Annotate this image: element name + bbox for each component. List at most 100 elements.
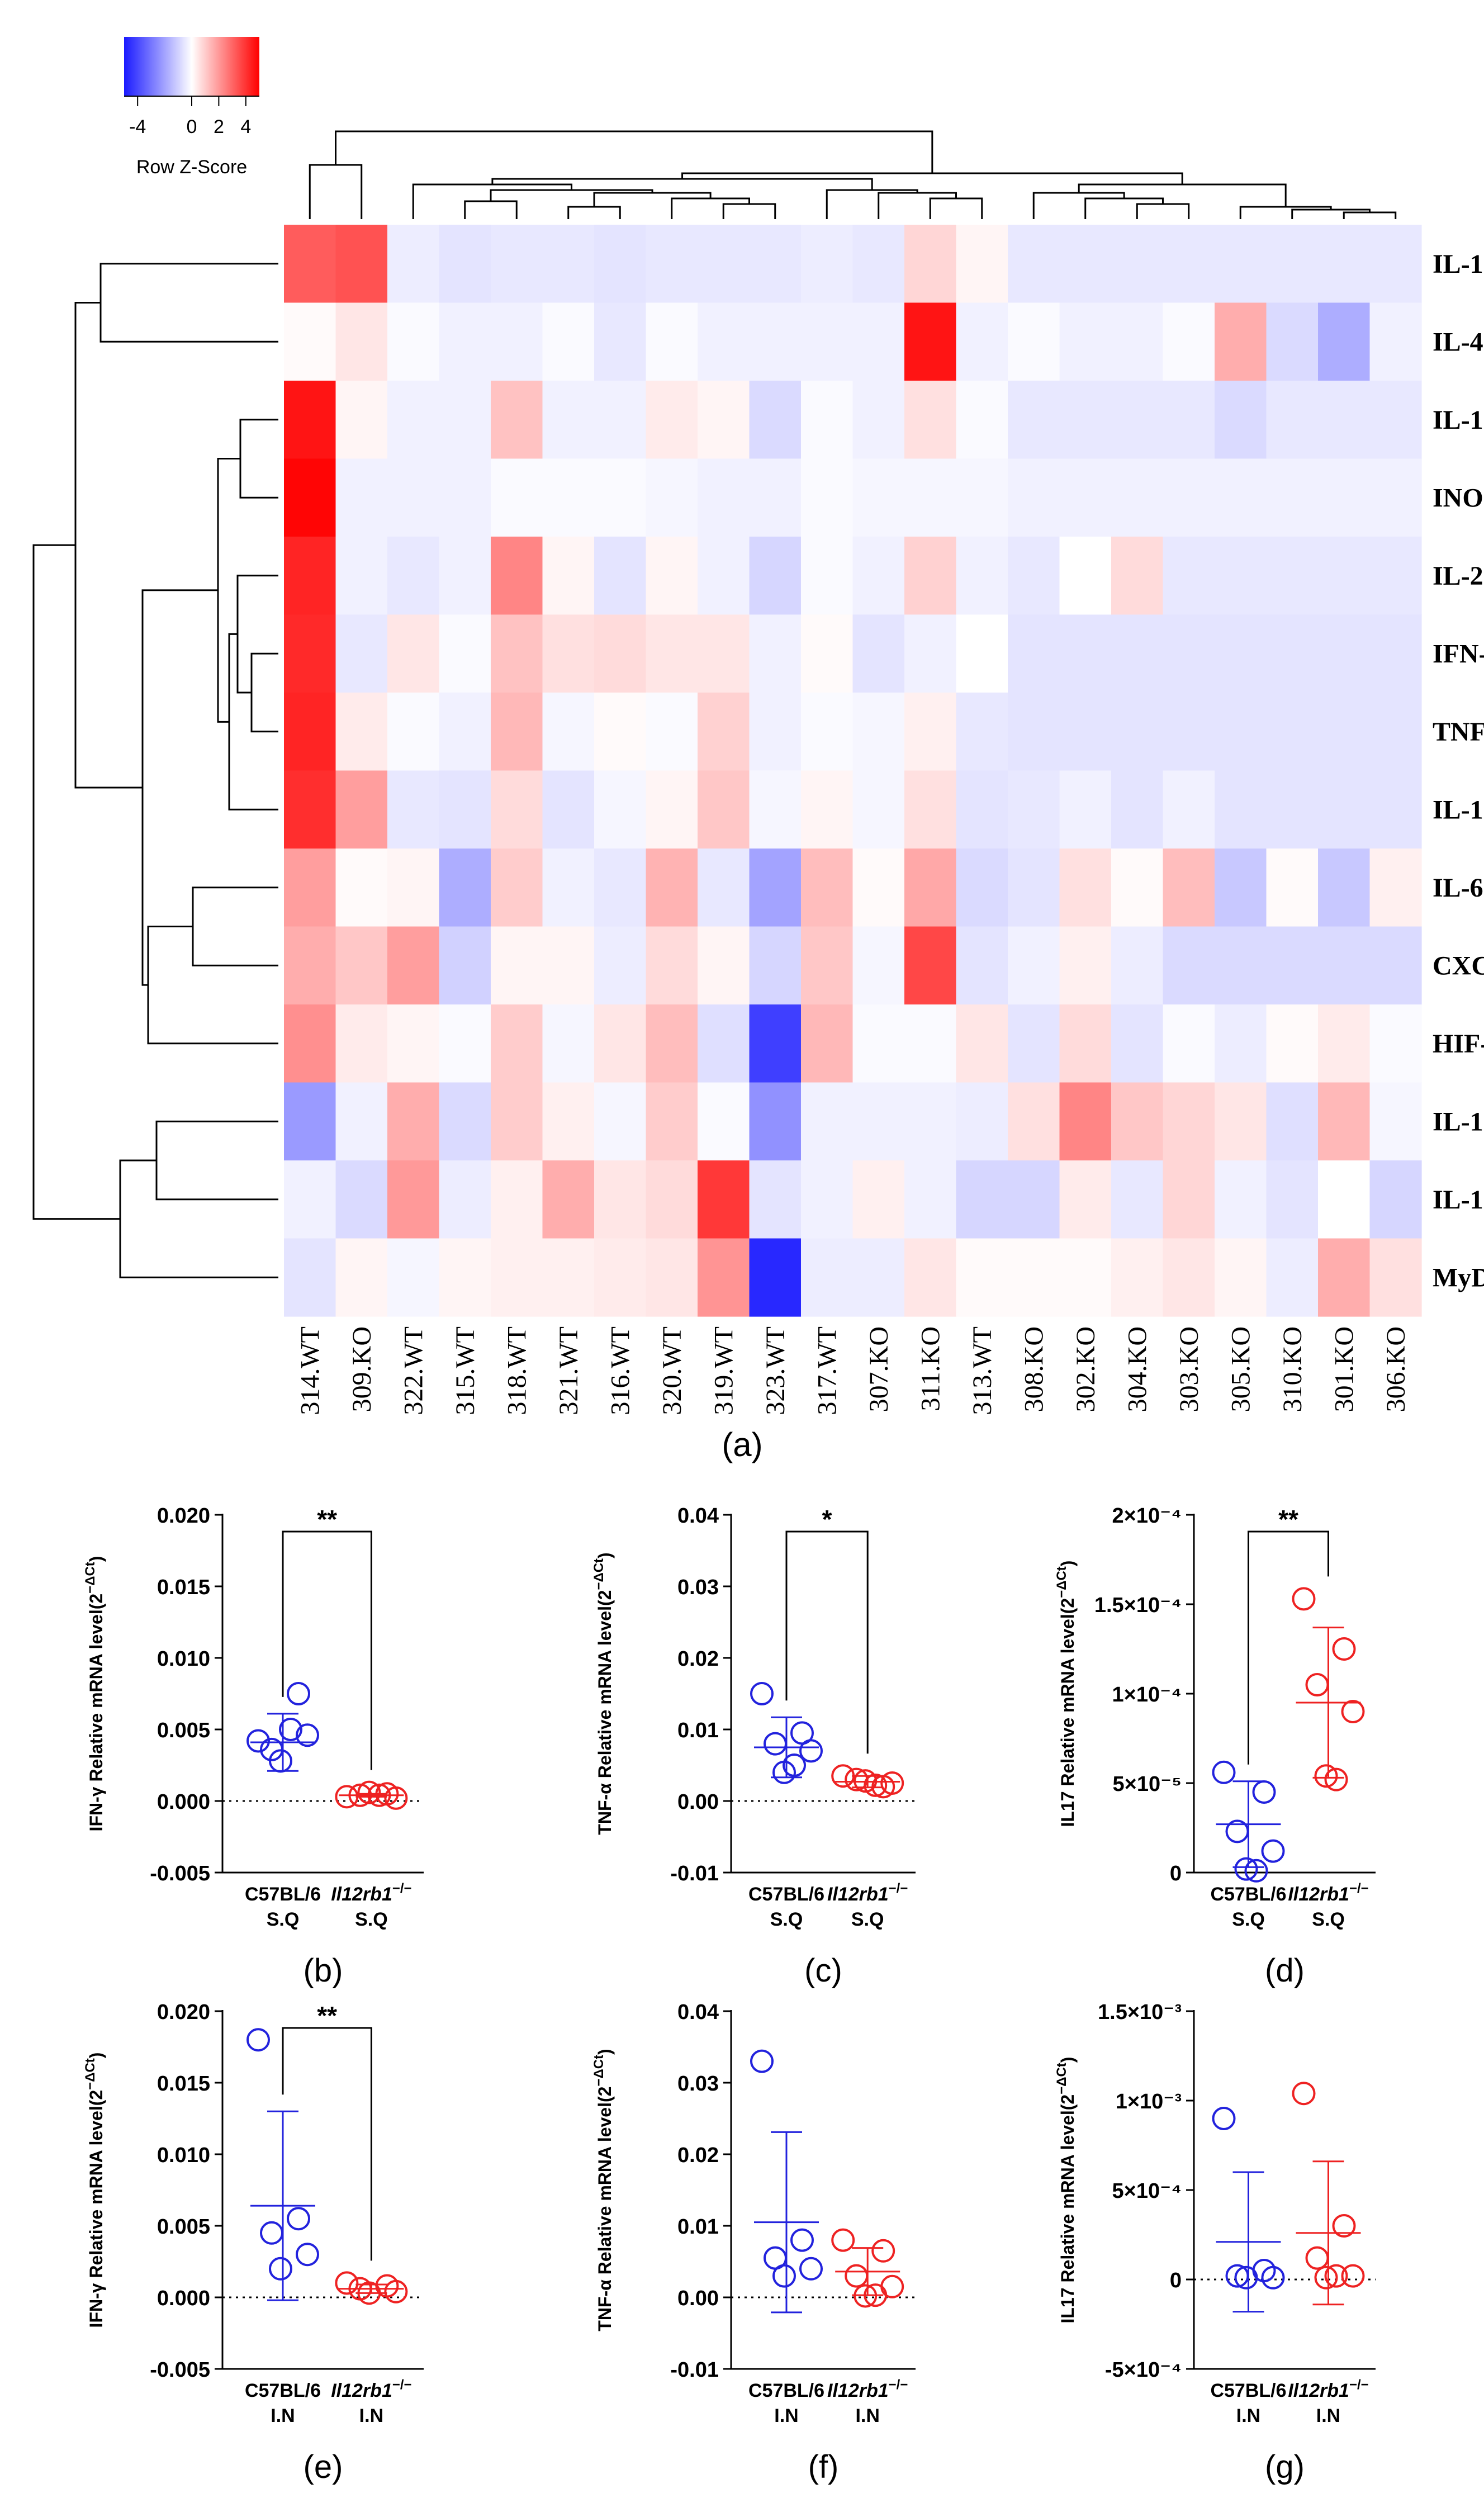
heatmap-cell <box>1318 770 1371 849</box>
heatmap-cell <box>1163 693 1215 771</box>
heatmap-cell <box>801 1238 854 1317</box>
heatmap-cell <box>646 693 698 771</box>
row-label: IL-12a <box>1433 1107 1484 1136</box>
panel-label-a: (a) <box>722 1426 762 1463</box>
heatmap-cell <box>956 614 1008 693</box>
heatmap-cell <box>1318 849 1371 927</box>
series-ko <box>831 1764 904 1799</box>
y-axis-label: TNF-α Relative mRNA level(2−ΔCt) <box>591 1552 615 1835</box>
data-point <box>764 1732 787 1756</box>
heatmap-cell <box>1266 614 1319 693</box>
row-dendrogram-branch <box>228 633 278 811</box>
heatmap-cell <box>491 926 543 1005</box>
heatmap-cell <box>956 1082 1008 1161</box>
heatmap-cell <box>1215 225 1267 304</box>
heatmap-cell <box>1266 926 1319 1005</box>
heatmap-cell <box>1111 225 1164 304</box>
y-axis-label: IL17 Relative mRNA level(2−ΔCt) <box>1054 2057 1078 2324</box>
heatmap-cell <box>801 381 854 459</box>
heatmap-cell <box>646 1004 698 1083</box>
x-tick-label: Il12rb1−/− <box>1288 2377 1368 2401</box>
x-tick-label: Il12rb1−/− <box>331 1881 411 1905</box>
y-tick-label: 0.02 <box>677 1647 719 1671</box>
heatmap-cell <box>646 614 698 693</box>
heatmap-cell <box>1369 1082 1422 1161</box>
column-label: 321.WT <box>554 1326 584 1415</box>
heatmap-cell <box>491 770 543 849</box>
column-dendrogram-branch <box>671 197 750 219</box>
heatmap-cell <box>1059 225 1112 304</box>
column-label: 307.KO <box>864 1326 894 1412</box>
heatmap-cell <box>1059 458 1112 537</box>
heatmap-cell <box>749 537 802 615</box>
x-route-label: S.Q <box>851 1909 884 1930</box>
heatmap-cell <box>542 770 595 849</box>
column-dendrogram-branch <box>1343 211 1397 219</box>
heatmap-cell <box>284 225 336 304</box>
heatmap-cell <box>1059 849 1112 927</box>
heatmap-cell <box>491 1082 543 1161</box>
heatmap-cell <box>387 849 440 927</box>
heatmap-cell <box>542 537 595 615</box>
heatmap-cell <box>1163 381 1215 459</box>
heatmap-cell <box>1266 1004 1319 1083</box>
series-wt <box>750 2049 823 2314</box>
heatmap-cell <box>698 614 750 693</box>
heatmap-cell <box>387 770 440 849</box>
heatmap-cell <box>1163 537 1215 615</box>
heatmap-cell <box>335 849 388 927</box>
row-label: INOS <box>1433 483 1484 513</box>
data-point <box>1225 1819 1249 1843</box>
panel-label: (b) <box>304 1952 343 1989</box>
heatmap-cell <box>852 926 905 1005</box>
data-point <box>296 1723 319 1747</box>
heatmap-cell <box>956 693 1008 771</box>
y-tick-label: 0.000 <box>157 2287 210 2310</box>
heatmap-cell <box>439 537 491 615</box>
heatmap-cell <box>387 1004 440 1083</box>
row-label: IL-1β <box>1433 1185 1484 1215</box>
data-point <box>269 2257 292 2281</box>
heatmap-cell <box>852 381 905 459</box>
data-point <box>1324 1767 1348 1791</box>
y-tick-label: 1×10⁻³ <box>1116 2090 1182 2113</box>
heatmap-cell <box>852 693 905 771</box>
heatmap-cell <box>1008 693 1060 771</box>
heatmap-cell <box>439 693 491 771</box>
heatmap-cell <box>491 1238 543 1317</box>
heatmap-cell <box>852 614 905 693</box>
heatmap-cell <box>1008 302 1060 381</box>
panel-label: (d) <box>1265 1952 1305 1989</box>
heatmap-cell <box>646 458 698 537</box>
column-label: 315.WT <box>451 1326 480 1415</box>
heatmap-cell <box>542 1238 595 1317</box>
heatmap-cell <box>284 1082 336 1161</box>
y-axis-label: IL17 Relative mRNA level(2−ΔCt) <box>1054 1561 1078 1827</box>
y-tick-label: 0.00 <box>677 1790 719 1814</box>
heatmap-cell <box>904 926 957 1005</box>
column-dendrogram-branch <box>490 189 653 201</box>
x-route-label: I.N <box>359 2405 383 2426</box>
data-point <box>880 1771 904 1795</box>
color-key-tick-label: -4 <box>129 116 146 138</box>
column-dendrogram-branch <box>464 200 518 219</box>
heatmap-cell <box>387 381 440 459</box>
heatmap-cell <box>491 614 543 693</box>
column-dendrogram-branch <box>1032 192 1125 219</box>
column-label: 305.KO <box>1226 1326 1255 1412</box>
heatmap-cell <box>284 926 336 1005</box>
heatmap-cell <box>956 537 1008 615</box>
y-axis-label: IFN-γ Relative mRNA level(2−ΔCt) <box>83 1556 106 1832</box>
column-dendrogram-branch <box>1239 206 1332 219</box>
data-point <box>296 2243 319 2267</box>
column-label: 310.KO <box>1278 1326 1307 1412</box>
heatmap-cell <box>335 458 388 537</box>
heatmap-cell <box>594 302 647 381</box>
data-point <box>845 2264 869 2288</box>
heatmap-cell <box>542 849 595 927</box>
x-tick-label: C57BL/6 <box>1210 1884 1286 1905</box>
heatmap-cell <box>956 302 1008 381</box>
data-point <box>750 2049 774 2073</box>
heatmap-cell <box>1318 1160 1371 1239</box>
heatmap-cell <box>1266 693 1319 771</box>
